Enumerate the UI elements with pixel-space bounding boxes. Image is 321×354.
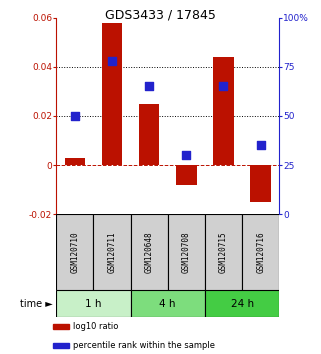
Text: GSM120715: GSM120715 (219, 232, 228, 273)
Text: 4 h: 4 h (160, 298, 176, 309)
Bar (131, 290, 205, 317)
Bar (213, 57, 234, 165)
Bar (168, 214, 205, 290)
Text: log10 ratio: log10 ratio (73, 322, 119, 331)
Bar (205, 290, 279, 317)
Text: GSM120716: GSM120716 (256, 232, 265, 273)
Point (72, 113, 77, 119)
Point (258, 143, 263, 148)
Text: GSM120710: GSM120710 (70, 232, 79, 273)
Bar (102, 23, 122, 165)
Bar (250, 165, 271, 202)
Point (147, 84, 152, 89)
Bar (53, 343, 69, 348)
Bar (56, 214, 93, 290)
Bar (242, 214, 279, 290)
Text: 1 h: 1 h (85, 298, 102, 309)
Bar (139, 104, 159, 165)
Bar (53, 324, 69, 329)
Bar (93, 214, 131, 290)
Bar (65, 158, 85, 165)
Bar (205, 214, 242, 290)
Text: percentile rank within the sample: percentile rank within the sample (73, 341, 215, 350)
Text: GSM120711: GSM120711 (108, 232, 117, 273)
Text: GDS3433 / 17845: GDS3433 / 17845 (105, 9, 216, 22)
Text: GSM120648: GSM120648 (145, 232, 154, 273)
Text: time ►: time ► (20, 298, 53, 309)
Bar (176, 165, 196, 185)
Text: GSM120708: GSM120708 (182, 232, 191, 273)
Bar (131, 214, 168, 290)
Bar (56, 290, 131, 317)
Point (109, 58, 115, 64)
Text: 24 h: 24 h (230, 298, 254, 309)
Point (184, 152, 189, 158)
Point (221, 84, 226, 89)
